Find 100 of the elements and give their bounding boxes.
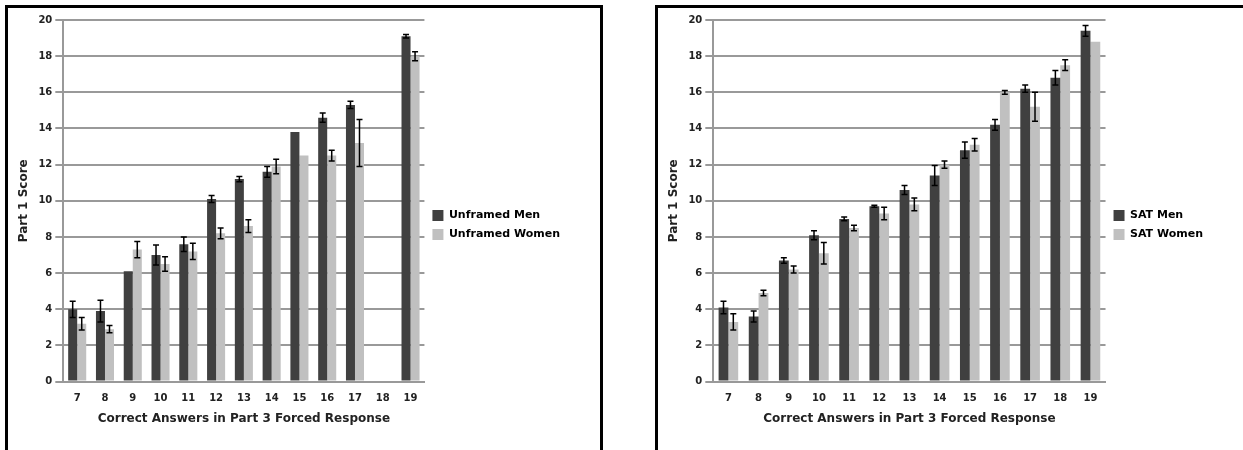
x-tick-label: 15 [962, 392, 977, 404]
bar [899, 189, 910, 381]
x-tick-label: 10 [811, 392, 826, 404]
y-tick-label: 10 [38, 194, 53, 206]
x-tick-label: 12 [209, 392, 224, 404]
bar [1050, 77, 1061, 381]
bar [188, 251, 198, 381]
y-tick-label: 4 [695, 302, 703, 314]
bar [1030, 106, 1040, 381]
bar [207, 198, 217, 381]
bar [290, 132, 300, 381]
bar [959, 150, 970, 381]
y-tick-label: 14 [38, 122, 53, 134]
x-tick-label: 15 [292, 392, 307, 404]
y-tick-label: 6 [45, 266, 53, 278]
x-tick-label: 14 [264, 392, 279, 404]
y-tick-label: 6 [695, 266, 703, 278]
x-tick-label: 19 [403, 392, 418, 404]
legend-label: SAT Women [1130, 227, 1203, 241]
x-tick-label: 8 [101, 392, 109, 404]
bar [318, 117, 328, 381]
x-tick-label: 7 [73, 392, 81, 404]
x-tick-label: 13 [902, 392, 917, 404]
bar [262, 171, 272, 381]
bar [1060, 65, 1071, 381]
y-tick-label: 0 [45, 375, 53, 387]
bar [151, 255, 161, 381]
y-tick-label: 8 [695, 230, 703, 242]
y-tick-label: 0 [695, 375, 703, 387]
bar [179, 244, 189, 381]
legend-label: Unframed Men [448, 208, 541, 222]
x-tick-label: 12 [872, 392, 887, 404]
bar [939, 164, 950, 381]
bar [818, 253, 829, 381]
y-tick-label: 2 [45, 339, 53, 351]
y-tick-label: 10 [688, 194, 703, 206]
bar [728, 321, 739, 381]
y-tick-label: 14 [688, 122, 703, 134]
bar [243, 226, 253, 381]
y-tick-label: 18 [38, 49, 53, 61]
bar [410, 56, 420, 381]
bar [299, 155, 309, 381]
x-tick-label: 18 [1053, 392, 1068, 404]
bar [271, 166, 281, 381]
y-tick-label: 12 [38, 158, 53, 170]
bar [216, 233, 226, 381]
bar [788, 269, 799, 381]
bar [758, 293, 769, 381]
bar [849, 227, 859, 381]
bar [748, 316, 759, 381]
bar [969, 144, 980, 381]
x-tick-label: 9 [785, 392, 793, 404]
bar [401, 36, 411, 381]
x-tick-label: 17 [348, 392, 362, 404]
x-tick-label: 16 [992, 392, 1007, 404]
bar [1020, 88, 1031, 381]
bar [95, 311, 105, 381]
x-tick-label: 14 [932, 392, 947, 404]
y-tick-label: 16 [38, 85, 53, 97]
x-tick-label: 9 [129, 392, 137, 404]
bar [869, 206, 880, 381]
bar [68, 309, 78, 381]
x-tick-label: 17 [1023, 392, 1038, 404]
x-tick-label: 7 [724, 392, 732, 404]
y-axis-title: Part 1 Score [16, 159, 31, 243]
bar [809, 235, 819, 381]
bar [839, 218, 850, 381]
bar [104, 329, 115, 381]
x-axis-title: Correct Answers in Part 3 Forced Response [763, 410, 1056, 425]
bar [778, 260, 789, 381]
legend-label: SAT Men [1130, 208, 1184, 222]
x-tick-label: 16 [320, 392, 335, 404]
x-tick-label: 11 [842, 392, 857, 404]
y-tick-label: 16 [688, 85, 703, 97]
y-tick-label: 20 [38, 13, 53, 25]
legend-label: Unframed Women [448, 227, 560, 241]
bar [234, 179, 244, 381]
bar [160, 264, 170, 381]
bar [123, 271, 133, 381]
y-tick-label: 18 [688, 49, 703, 61]
y-tick-label: 2 [695, 339, 703, 351]
x-tick-label: 13 [236, 392, 251, 404]
x-axis-title: Correct Answers in Part 3 Forced Response [97, 410, 391, 425]
bar [327, 155, 337, 381]
bar [879, 213, 890, 381]
bar [929, 175, 940, 381]
bar [999, 92, 1010, 381]
bar [990, 124, 1000, 381]
y-axis-title: Part 1 Score [666, 159, 681, 243]
x-tick-label: 8 [755, 392, 763, 404]
x-tick-label: 18 [375, 392, 390, 404]
bar [132, 249, 142, 381]
bar [909, 204, 920, 381]
y-tick-label: 4 [45, 302, 53, 314]
bar [1090, 41, 1101, 381]
y-tick-label: 12 [688, 158, 703, 170]
y-tick-label: 20 [688, 13, 703, 25]
bar [345, 104, 355, 381]
x-tick-label: 10 [153, 392, 168, 404]
x-tick-label: 11 [181, 392, 196, 404]
